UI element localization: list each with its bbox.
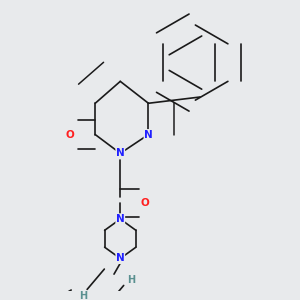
Text: O: O [141, 198, 150, 208]
Text: N: N [116, 214, 124, 224]
Text: H: H [127, 275, 135, 285]
Text: N: N [116, 254, 124, 263]
Text: O: O [66, 130, 75, 140]
Text: N: N [144, 130, 153, 140]
Text: H: H [79, 291, 87, 300]
Text: N: N [116, 148, 124, 158]
